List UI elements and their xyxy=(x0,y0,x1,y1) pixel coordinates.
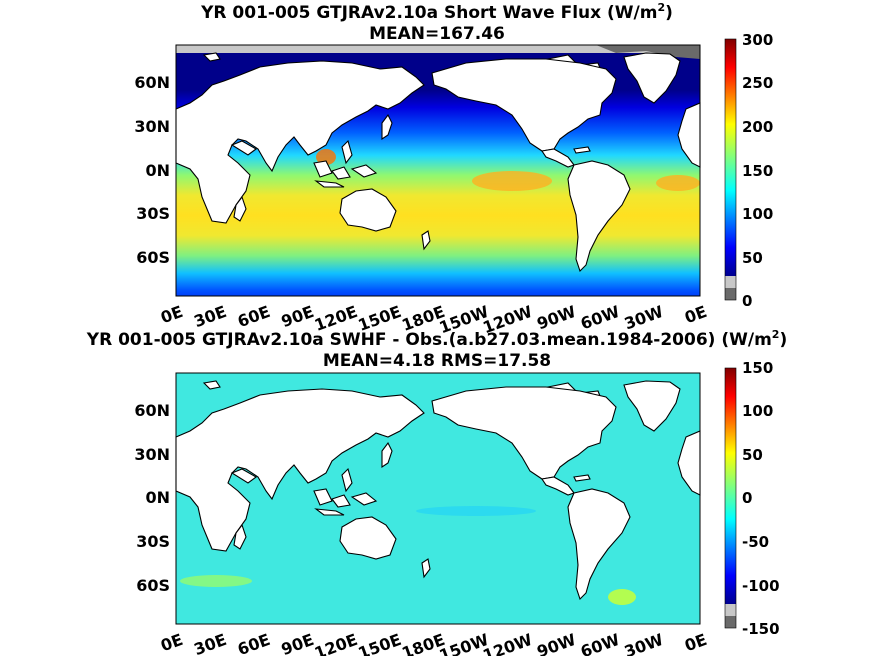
panel-1-map xyxy=(175,44,701,297)
lon-tick: 30E xyxy=(191,302,229,331)
lon-tick: 60E xyxy=(235,630,273,656)
lon-tick: 0E xyxy=(682,302,709,327)
lon-tick: 30W xyxy=(622,630,666,656)
warm-pool-south-atlantic xyxy=(656,175,700,191)
panel-2-title: YR 001-005 GTJRAv2.10a SWHF - Obs.(a.b27… xyxy=(86,328,787,350)
lon-tick: 0E xyxy=(158,630,185,655)
colorbar-under-light xyxy=(725,604,736,616)
colorbar-under-dark xyxy=(725,616,736,628)
lon-tick: 60E xyxy=(235,302,273,331)
map-frame xyxy=(175,372,701,625)
colorbar-tick: 100 xyxy=(742,205,773,223)
colorbar-tick: 100 xyxy=(742,402,773,420)
warm-pool-east-pacific xyxy=(472,171,552,191)
colorbar-tick: -150 xyxy=(742,620,780,638)
panel-2-subtitle: MEAN=4.18 RMS=17.58 xyxy=(323,351,551,371)
panel-2-lat-ticks: 60N 30N 0N 30S 60S xyxy=(134,401,170,595)
lon-tick: 0E xyxy=(682,630,709,655)
lat-tick: 30N xyxy=(134,445,170,464)
colorbar-tick: 200 xyxy=(742,118,773,136)
lon-tick: 120E xyxy=(312,630,360,656)
colorbar-tick: 50 xyxy=(742,446,763,464)
lat-tick: 30S xyxy=(136,532,170,551)
colorbar-tick: 150 xyxy=(742,162,773,180)
lon-tick: 90W xyxy=(534,302,578,334)
colorbar-tick: 300 xyxy=(742,31,773,49)
colorbar-ramp xyxy=(725,39,736,276)
panel-1: YR 001-005 GTJRAv2.10a Short Wave Flux (… xyxy=(134,1,773,337)
panel-2-colorbar: 150 100 50 0 -50 -100 -150 xyxy=(724,359,780,638)
lat-tick: 60S xyxy=(136,248,170,267)
warm-pool-maritime xyxy=(316,149,336,165)
lon-tick: 30E xyxy=(191,630,229,656)
lon-tick: 60W xyxy=(578,630,622,656)
lat-tick: 60N xyxy=(134,73,170,92)
panel-1-subtitle: MEAN=167.46 xyxy=(369,24,505,44)
panel-2-map xyxy=(175,372,701,625)
lat-tick: 60S xyxy=(136,576,170,595)
anomaly-patch xyxy=(180,575,252,587)
sea-ice-dark xyxy=(596,45,700,59)
colorbar-under-dark xyxy=(725,288,736,300)
panel-1-lat-ticks: 60N 30N 0N 30S 60S xyxy=(134,73,170,267)
colorbar-under-light xyxy=(725,276,736,288)
lat-tick: 60N xyxy=(134,401,170,420)
lon-tick: 90E xyxy=(279,630,317,656)
anomaly-patch xyxy=(416,506,536,516)
colorbar-tick: 50 xyxy=(742,249,763,267)
lon-tick: 0E xyxy=(158,302,185,327)
lat-tick: 0N xyxy=(145,161,170,180)
colorbar-tick: 250 xyxy=(742,74,773,92)
lat-tick: 0N xyxy=(145,488,170,507)
map-frame xyxy=(175,44,701,297)
lat-tick: 30S xyxy=(136,204,170,223)
lon-tick: 150E xyxy=(356,630,404,656)
colorbar-ramp xyxy=(725,368,736,604)
lon-tick: 30W xyxy=(622,302,666,334)
panel-1-colorbar: 300 250 200 150 100 50 0 xyxy=(724,31,773,310)
panel-1-title: YR 001-005 GTJRAv2.10a Short Wave Flux (… xyxy=(200,1,673,23)
lat-tick: 30N xyxy=(134,117,170,136)
panel-2: YR 001-005 GTJRAv2.10a SWHF - Obs.(a.b27… xyxy=(86,328,787,656)
sea-ice-band xyxy=(176,45,700,53)
colorbar-tick: 0 xyxy=(742,292,752,310)
anomaly-patch xyxy=(608,589,636,605)
lon-tick: 90W xyxy=(534,630,578,656)
colorbar-tick: -50 xyxy=(742,533,769,551)
colorbar-tick: 0 xyxy=(742,489,752,507)
lon-tick: 60W xyxy=(578,302,622,334)
colorbar-tick: -100 xyxy=(742,577,780,595)
colorbar-tick: 150 xyxy=(742,359,773,377)
